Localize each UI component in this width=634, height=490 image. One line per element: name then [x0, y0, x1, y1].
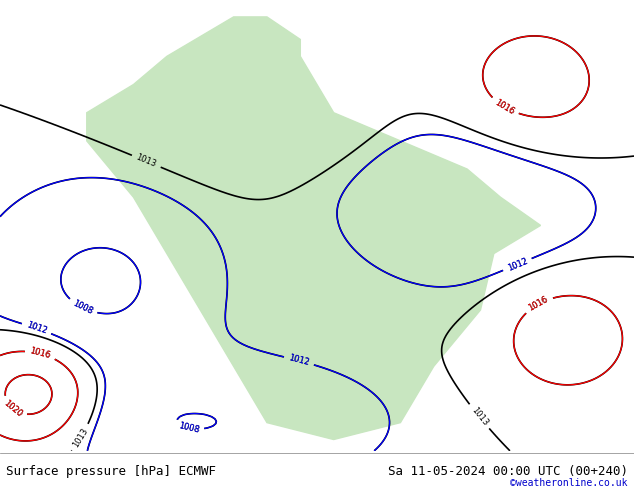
Text: 1016: 1016 — [493, 98, 516, 116]
Text: 1016: 1016 — [493, 98, 516, 116]
Text: 1020: 1020 — [2, 399, 23, 419]
Text: 1012: 1012 — [25, 321, 48, 336]
Text: 1013: 1013 — [71, 426, 90, 449]
Text: 1013: 1013 — [469, 405, 489, 428]
Text: 1008: 1008 — [71, 299, 94, 317]
Text: ©weatheronline.co.uk: ©weatheronline.co.uk — [510, 478, 628, 488]
Text: 1016: 1016 — [527, 295, 550, 313]
Text: 1016: 1016 — [29, 347, 51, 361]
Text: 1012: 1012 — [506, 256, 529, 272]
Text: 1020: 1020 — [2, 399, 23, 419]
Text: 1008: 1008 — [178, 421, 200, 435]
Text: 1016: 1016 — [527, 295, 550, 313]
Text: 1012: 1012 — [288, 354, 310, 368]
Text: 1012: 1012 — [506, 256, 529, 272]
Text: Surface pressure [hPa] ECMWF: Surface pressure [hPa] ECMWF — [6, 465, 216, 478]
Text: 1008: 1008 — [178, 421, 200, 435]
Polygon shape — [87, 17, 541, 440]
Text: 1012: 1012 — [288, 354, 310, 368]
Text: 1013: 1013 — [135, 153, 158, 170]
Text: Sa 11-05-2024 00:00 UTC (00+240): Sa 11-05-2024 00:00 UTC (00+240) — [387, 465, 628, 478]
Text: 1008: 1008 — [71, 299, 94, 317]
Text: 1016: 1016 — [29, 347, 51, 361]
Text: 1012: 1012 — [25, 321, 48, 336]
